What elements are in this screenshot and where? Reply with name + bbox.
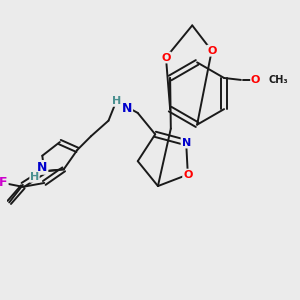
Text: O: O: [207, 46, 216, 56]
Text: H: H: [112, 96, 121, 106]
Text: N: N: [37, 161, 47, 174]
Text: H: H: [30, 172, 39, 182]
Text: O: O: [183, 169, 193, 180]
Text: N: N: [182, 138, 191, 148]
Text: F: F: [0, 176, 8, 190]
Text: O: O: [161, 52, 171, 62]
Text: N: N: [122, 103, 132, 116]
Text: O: O: [251, 75, 260, 85]
Text: CH₃: CH₃: [268, 75, 288, 85]
